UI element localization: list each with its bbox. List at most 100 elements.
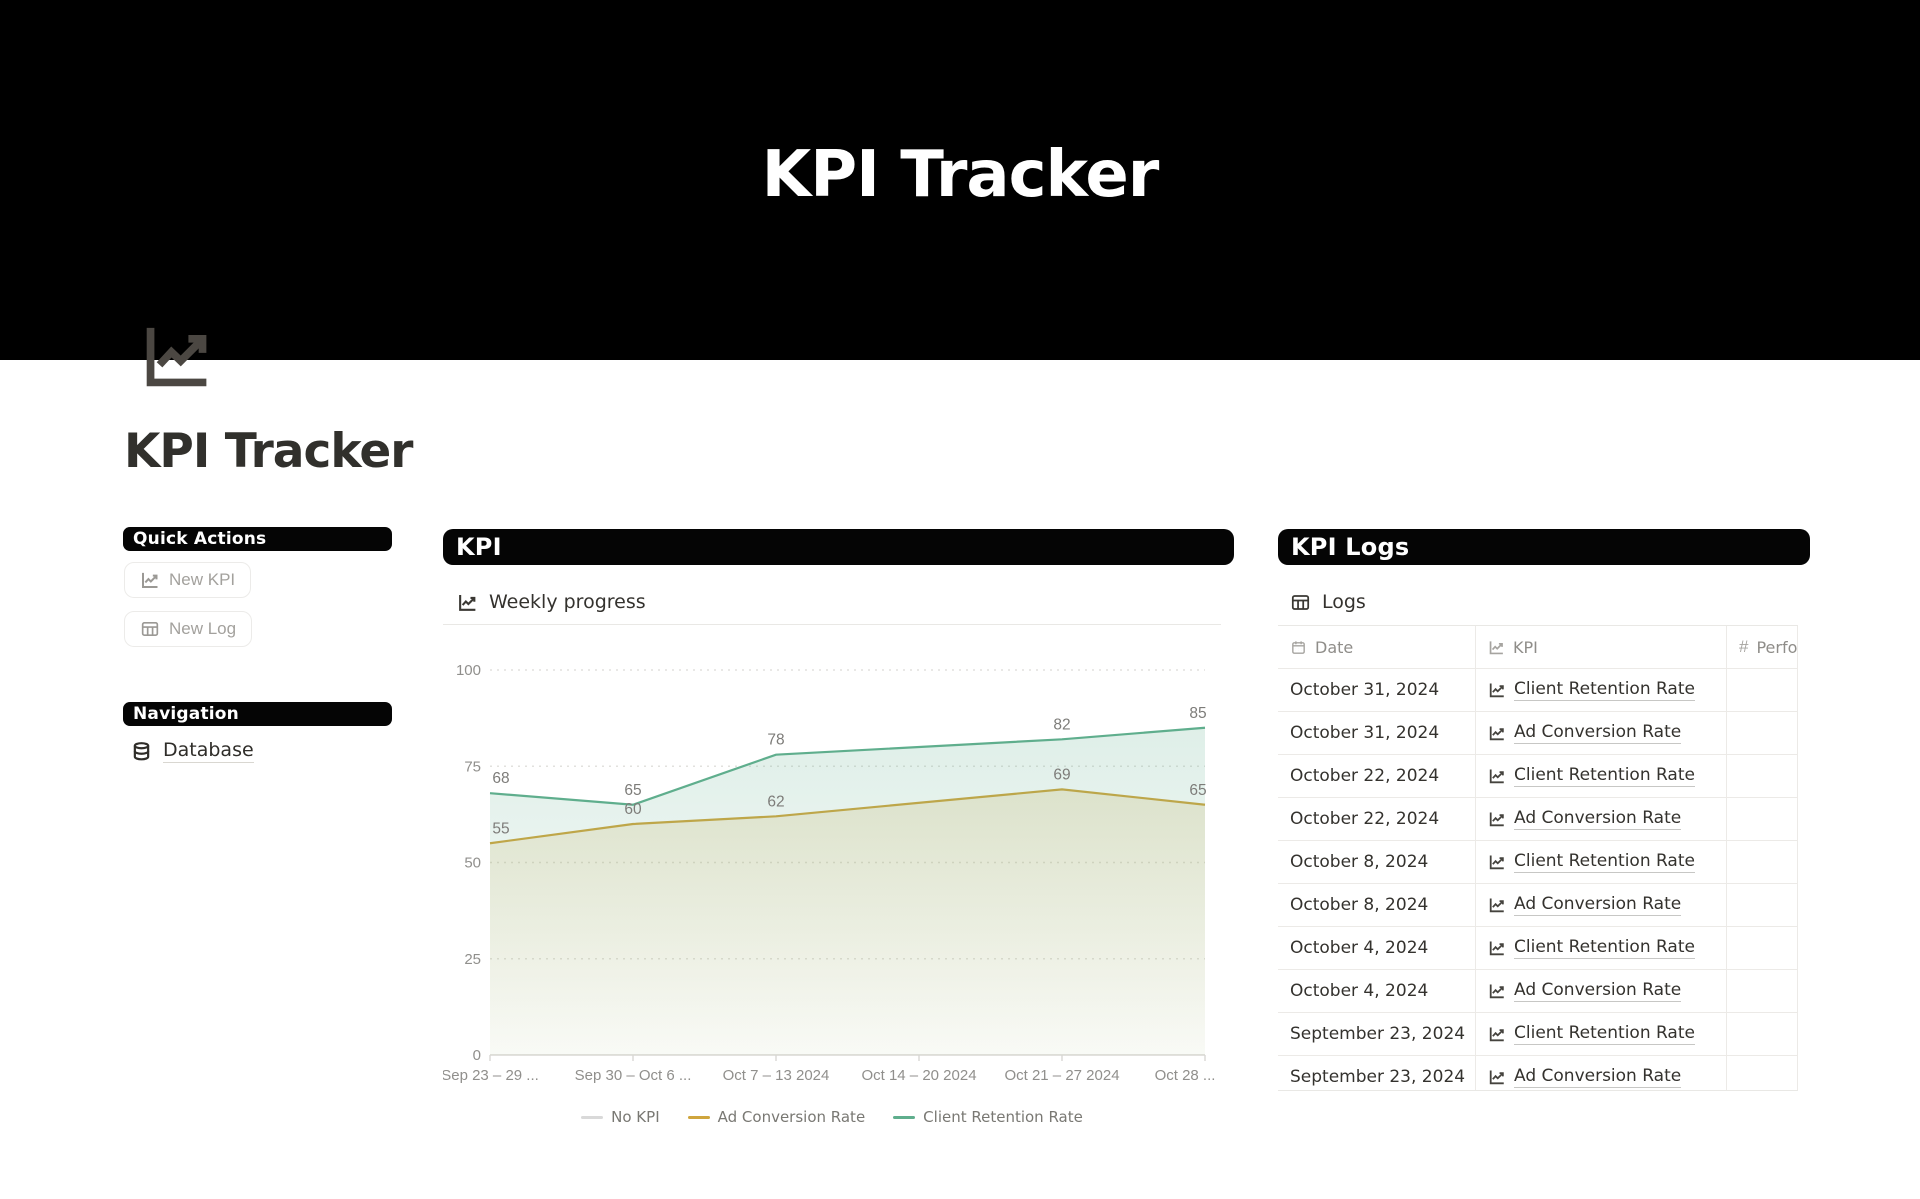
- database-label: Database: [163, 739, 254, 763]
- svg-text:Oct 28 ...: Oct 28 ...: [1155, 1067, 1216, 1084]
- column-header-kpi[interactable]: KPI: [1476, 626, 1727, 668]
- table-row: October 8, 2024 Client Retention Rate: [1278, 841, 1797, 884]
- new-log-button[interactable]: New Log: [124, 611, 253, 647]
- date-cell[interactable]: October 22, 2024: [1278, 798, 1476, 840]
- performance-cell[interactable]: [1727, 669, 1797, 711]
- quick-actions-header: Quick Actions: [123, 527, 392, 551]
- new-kpi-label: New KPI: [169, 570, 236, 589]
- chart-line-icon: [1488, 982, 1506, 1000]
- svg-text:Sep 30 – Oct 6 ...: Sep 30 – Oct 6 ...: [575, 1067, 692, 1084]
- svg-text:0: 0: [473, 1047, 481, 1064]
- kpi-cell[interactable]: Ad Conversion Rate: [1476, 798, 1727, 840]
- kpi-section-header: KPI: [443, 529, 1234, 565]
- svg-text:Sep 23 – 29 ...: Sep 23 – 29 ...: [443, 1067, 539, 1084]
- kpi-link[interactable]: Client Retention Rate: [1514, 937, 1695, 959]
- svg-text:85: 85: [1189, 705, 1206, 722]
- chart-line-icon: [140, 570, 160, 590]
- kpi-cell[interactable]: Client Retention Rate: [1476, 755, 1727, 797]
- table-row: October 4, 2024 Client Retention Rate: [1278, 927, 1797, 970]
- table-row: September 23, 2024 Ad Conversion Rate: [1278, 1056, 1797, 1090]
- date-cell[interactable]: September 23, 2024: [1278, 1013, 1476, 1055]
- kpi-link[interactable]: Ad Conversion Rate: [1514, 980, 1682, 1002]
- date-cell[interactable]: October 8, 2024: [1278, 841, 1476, 883]
- kpi-link[interactable]: Client Retention Rate: [1514, 1023, 1695, 1045]
- column-header-performance[interactable]: #Performance: [1739, 637, 1798, 657]
- svg-text:65: 65: [1189, 782, 1206, 799]
- column-header-date[interactable]: Date: [1278, 626, 1476, 668]
- navigation-header: Navigation: [123, 702, 392, 726]
- kpi-logs-label: KPI Logs: [1291, 533, 1410, 561]
- performance-cell[interactable]: [1727, 1013, 1797, 1055]
- performance-cell[interactable]: [1727, 970, 1797, 1012]
- kpi-link[interactable]: Ad Conversion Rate: [1514, 1066, 1682, 1088]
- quick-actions-label: Quick Actions: [133, 529, 267, 549]
- kpi-cell[interactable]: Ad Conversion Rate: [1476, 970, 1727, 1012]
- kpi-link[interactable]: Client Retention Rate: [1514, 851, 1695, 873]
- kpi-link[interactable]: Client Retention Rate: [1514, 679, 1695, 701]
- chart-line-icon: [1488, 810, 1506, 828]
- svg-text:60: 60: [624, 801, 642, 818]
- kpi-link[interactable]: Client Retention Rate: [1514, 765, 1695, 787]
- table-row: October 8, 2024 Ad Conversion Rate: [1278, 884, 1797, 927]
- performance-cell[interactable]: [1727, 798, 1797, 840]
- kpi-link[interactable]: Ad Conversion Rate: [1514, 894, 1682, 916]
- kpi-cell[interactable]: Ad Conversion Rate: [1476, 884, 1727, 926]
- kpi-logs-header: KPI Logs: [1278, 529, 1810, 565]
- svg-text:65: 65: [624, 782, 641, 799]
- svg-text:69: 69: [1053, 766, 1070, 783]
- table-icon: [1290, 592, 1311, 613]
- svg-text:Oct 7 – 13 2024: Oct 7 – 13 2024: [723, 1067, 830, 1084]
- date-cell[interactable]: October 4, 2024: [1278, 927, 1476, 969]
- chart-line-icon: [1488, 639, 1505, 656]
- date-cell[interactable]: October 31, 2024: [1278, 669, 1476, 711]
- performance-cell[interactable]: [1727, 884, 1797, 926]
- chart-line-icon[interactable]: [139, 317, 216, 394]
- legend-swatch-icon: [687, 1115, 710, 1119]
- date-cell[interactable]: October 22, 2024: [1278, 755, 1476, 797]
- kpi-cell[interactable]: Client Retention Rate: [1476, 927, 1727, 969]
- sidebar-item-database[interactable]: Database: [131, 739, 254, 763]
- svg-text:50: 50: [464, 855, 481, 872]
- database-icon: [131, 741, 152, 762]
- new-kpi-button[interactable]: New KPI: [124, 562, 252, 598]
- kpi-cell[interactable]: Client Retention Rate: [1476, 1013, 1727, 1055]
- kpi-cell[interactable]: Client Retention Rate: [1476, 669, 1727, 711]
- svg-text:Oct 21 – 27 2024: Oct 21 – 27 2024: [1004, 1067, 1119, 1084]
- date-cell[interactable]: October 4, 2024: [1278, 970, 1476, 1012]
- hash-icon: #: [1739, 637, 1749, 656]
- performance-cell[interactable]: [1727, 755, 1797, 797]
- table-icon: [140, 619, 160, 639]
- chart-legend: No KPI Ad Conversion Rate Client Retention…: [443, 1108, 1221, 1126]
- svg-text:Oct 14 – 20 2024: Oct 14 – 20 2024: [861, 1067, 976, 1084]
- legend-label: Client Retention Rate: [923, 1108, 1083, 1126]
- kpi-cell[interactable]: Ad Conversion Rate: [1476, 712, 1727, 754]
- table-row: October 22, 2024 Ad Conversion Rate: [1278, 798, 1797, 841]
- chart-line-icon: [1488, 767, 1506, 785]
- chart-line-icon: [1488, 939, 1506, 957]
- new-log-label: New Log: [169, 619, 237, 638]
- kpi-link[interactable]: Ad Conversion Rate: [1514, 808, 1682, 830]
- performance-cell[interactable]: [1727, 712, 1797, 754]
- chart-line-icon: [1488, 681, 1506, 699]
- performance-cell[interactable]: [1727, 927, 1797, 969]
- legend-label: Ad Conversion Rate: [717, 1108, 866, 1126]
- date-cell[interactable]: September 23, 2024: [1278, 1056, 1476, 1090]
- legend-item: Client Retention Rate: [893, 1108, 1083, 1126]
- calendar-icon: [1290, 639, 1307, 656]
- kpi-cell[interactable]: Client Retention Rate: [1476, 841, 1727, 883]
- kpi-link[interactable]: Ad Conversion Rate: [1514, 722, 1682, 744]
- logs-table-title: Logs: [1322, 591, 1366, 613]
- performance-cell[interactable]: [1727, 1056, 1797, 1090]
- table-row: October 4, 2024 Ad Conversion Rate: [1278, 970, 1797, 1013]
- chart-title: Weekly progress: [489, 591, 646, 613]
- performance-cell[interactable]: [1727, 841, 1797, 883]
- table-row: October 31, 2024 Ad Conversion Rate: [1278, 712, 1797, 755]
- svg-text:82: 82: [1053, 716, 1070, 733]
- kpi-cell[interactable]: Ad Conversion Rate: [1476, 1056, 1727, 1090]
- chart-line-icon: [1488, 1068, 1506, 1086]
- svg-text:25: 25: [464, 951, 481, 968]
- date-cell[interactable]: October 8, 2024: [1278, 884, 1476, 926]
- date-cell[interactable]: October 31, 2024: [1278, 712, 1476, 754]
